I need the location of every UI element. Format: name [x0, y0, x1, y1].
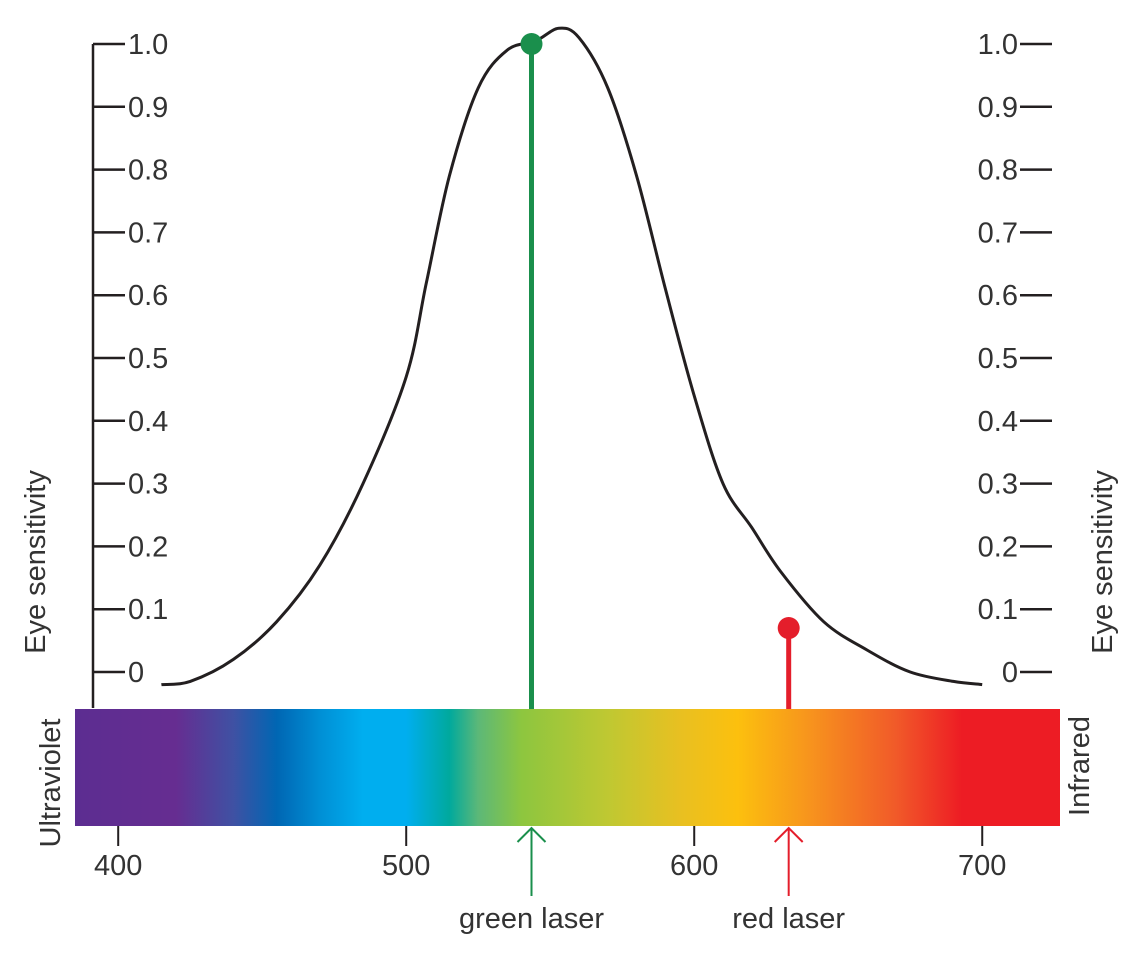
right-y-tick-label: 0.2: [978, 531, 1018, 563]
right-y-tick-label: 0.5: [978, 343, 1018, 375]
left-y-tick-label: 0.3: [128, 469, 168, 501]
right-y-tick-label: 0.1: [978, 594, 1018, 626]
right-y-tick-label: 0.3: [978, 469, 1018, 501]
red-laser-arrow: [773, 826, 804, 896]
right-y-tick-label: 1.0: [978, 29, 1018, 61]
left-y-tick-label: 0.5: [128, 343, 168, 375]
left-y-tick-label: 0.9: [128, 92, 168, 124]
left-y-tick-label: 0.2: [128, 531, 168, 563]
left-y-tick-label: 0.7: [128, 217, 168, 249]
right-y-tick-label: 0: [1002, 657, 1018, 689]
sensitivity-curve: [161, 26, 983, 687]
right-y-axis: 0 0.1 0.2 0.3 0.4 0.5 0.6 0.7 0.8 0.9 1.0: [978, 29, 1052, 689]
left-y-tick-label: 1.0: [128, 29, 168, 61]
right-y-tick-label: 0.9: [978, 92, 1018, 124]
x-tick-label: 500: [382, 850, 430, 882]
infrared-label: Infrared: [1064, 716, 1096, 816]
green-laser-arrow: [516, 826, 547, 896]
right-y-tick-label: 0.8: [978, 155, 1018, 187]
left-y-axis: 0 0.1 0.2 0.3 0.4 0.5 0.6 0.7 0.8 0.9 1.0: [91, 29, 168, 708]
red-laser-point: [777, 617, 800, 640]
left-y-tick-label: 0.8: [128, 155, 168, 187]
left-y-tick-label: 0: [128, 657, 144, 689]
x-tick-label: 400: [94, 850, 142, 882]
right-y-tick-label: 0.6: [978, 280, 1018, 312]
red-laser-label: red laser: [732, 903, 845, 935]
left-y-tick-label: 0.6: [128, 280, 168, 312]
x-axis: 400 500 600 700: [94, 826, 1006, 882]
right-y-tick-label: 0.4: [978, 406, 1018, 438]
green-laser-label: green laser: [459, 903, 604, 935]
laser-markers: green laser red laser: [459, 33, 845, 935]
left-y-tick-label: 0.4: [128, 406, 168, 438]
right-y-axis-title: Eye sensitivity: [1087, 470, 1119, 654]
right-y-tick-label: 0.7: [978, 217, 1018, 249]
ultraviolet-label: Ultraviolet: [35, 719, 67, 848]
x-tick-label: 700: [958, 850, 1006, 882]
green-laser-point: [520, 33, 543, 55]
spectrum-bar: [75, 709, 1060, 826]
left-y-tick-label: 0.1: [128, 594, 168, 626]
x-tick-label: 600: [670, 850, 718, 882]
left-y-axis-title: Eye sensitivity: [20, 470, 52, 654]
